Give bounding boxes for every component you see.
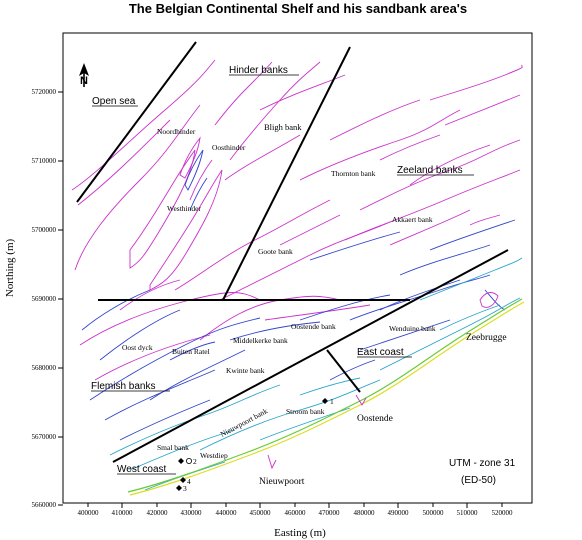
region-label-flemish-banks: Flemish banks [91,381,155,392]
station-marker [180,477,186,483]
harbour-zeebrugge [479,292,499,308]
region-labels: Open sea Hinder banks Zeeland banks Flem… [91,65,474,475]
coastal-boundary [112,249,509,463]
x-tick-label: 420000 [147,509,169,517]
y-tick-label: 5710000 [32,157,57,165]
outer-bank-contours [71,59,523,381]
region-label-hinder-banks: Hinder banks [229,65,288,76]
region-label-west-coast: West coast [117,464,166,475]
bank-label-westdiep: Westdiep [200,451,228,460]
y-tick-label: 5700000 [32,226,57,234]
projection-datum: (ED-50) [461,475,496,486]
region-label-zeeland-banks: Zeeland banks [397,165,463,176]
station-label: 2 [193,457,197,466]
place-labels: Zeebrugge Oostende Nieuwpoort [259,333,507,487]
x-tick-label: 440000 [216,509,238,517]
place-label-nieuwpoort: Nieuwpoort [259,477,305,487]
harbour-oostende [355,394,367,406]
mid-bank-contours [81,149,516,441]
sandbank-contours [71,59,525,496]
x-tick-label: 430000 [181,509,203,517]
bank-label-thornton-bank: Thornton bank [331,169,376,178]
station-label: 1 [330,397,334,406]
open-sea-boundary [76,41,197,203]
hinder-bligh-boundary [222,46,351,301]
y-tick-label: 5720000 [32,88,57,96]
plot-frame [62,32,533,504]
bank-label-smal-bank: Smal bank [157,443,189,452]
x-tick-labels: 400000 410000 420000 430000 440000 45000… [78,509,514,517]
region-label-open-sea: Open sea [92,96,136,107]
x-axis [87,503,503,508]
place-label-oostende: Oostende [357,414,393,424]
sampling-stations: 1 2 3 4 [176,397,334,493]
map-title: The Belgian Continental Shelf and his sa… [129,1,467,16]
y-axis [58,91,63,506]
region-label-east-coast: East coast [357,347,404,358]
x-tick-label: 480000 [354,509,376,517]
station-label: 4 [187,477,191,486]
bank-label-stroom-bank: Stroom bank [286,407,325,416]
y-tick-label: 5690000 [32,295,57,303]
bank-label-kwinte-bank: Kwinte bank [226,366,265,375]
bank-label-oosthinder: Oosthinder [212,143,246,152]
x-tick-label: 450000 [250,509,272,517]
projection-zone: UTM - zone 31 [449,458,516,469]
bank-label-middelkerke-bank: Middelkerke bank [233,336,288,345]
place-label-zeebrugge: Zeebrugge [466,333,507,343]
x-tick-label: 490000 [388,509,410,517]
coastline-yellow [129,301,525,496]
x-tick-label: 410000 [112,509,134,517]
station-label: 3 [183,484,187,493]
harbour-nieuwpoort [267,454,277,470]
x-tick-label: 470000 [319,509,341,517]
bank-label-oostende-bank: Oostende bank [291,322,336,331]
x-tick-label: 400000 [78,509,100,517]
y-tick-labels: 5720000 5710000 5700000 5690000 5680000 … [32,88,57,509]
y-tick-label: 5660000 [32,501,57,509]
x-axis-title: Easting (m) [274,527,326,539]
x-tick-label: 520000 [492,509,514,517]
inner-bank-contours [109,257,523,491]
x-tick-label: 460000 [285,509,307,517]
bank-label-wenduine-bank: Wenduine bank [389,324,436,333]
station-marker [178,458,184,464]
station-marker [185,457,192,464]
station-marker [176,485,182,491]
coastline-green [127,298,523,493]
north-arrow-icon: N [79,63,89,87]
x-tick-label: 500000 [423,509,445,517]
division-lines [76,41,509,463]
bank-label-bligh-bank: Bligh bank [264,122,302,132]
bank-label-buiten-ratel: Buiten Ratel [172,347,210,356]
bank-label-goote-bank: Goote bank [258,247,293,256]
x-tick-label: 510000 [457,509,479,517]
bank-label-westhinder: Westhinder [167,204,201,213]
north-arrow-letter: N [80,75,88,87]
bank-label-akkaert-bank: Akkaert bank [392,215,433,224]
bank-label-oost-dyck: Oost dyck [122,343,153,352]
station-marker [322,398,328,404]
y-axis-title: Northing (m) [4,238,16,297]
east-west-coast-boundary [326,349,361,393]
y-tick-label: 5670000 [32,433,57,441]
y-tick-label: 5680000 [32,364,57,372]
projection-note: UTM - zone 31 (ED-50) [449,458,516,486]
bank-label-noordhinder: Noordhinder [157,127,196,136]
